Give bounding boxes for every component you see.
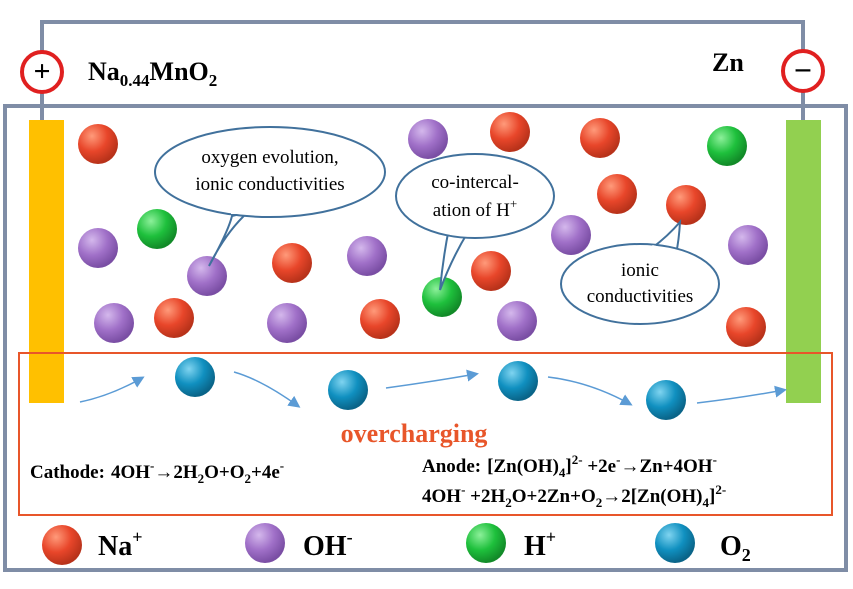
svg-text:H+: H+ <box>524 527 556 562</box>
external-wire <box>40 20 805 52</box>
cathode-material-label: Na0.44MnO2 <box>88 57 217 90</box>
ion-h <box>707 126 747 166</box>
flow-arrow <box>696 385 787 404</box>
flow-arrow <box>385 369 479 389</box>
legend-item-oh: OH- <box>245 523 353 563</box>
ion-o2 <box>646 380 686 420</box>
ion-na <box>580 118 620 158</box>
ion-na <box>154 298 194 338</box>
anode-reaction: Anode: [Zn(OH)4]2- +2e-→Zn+4OH- <box>422 452 717 480</box>
flow-arrow <box>233 371 301 408</box>
ion-oh <box>497 301 537 341</box>
cathode-reaction: Cathode: 4OH-→2H2O+O2+4e- <box>30 458 284 486</box>
positive-terminal: + <box>20 50 64 94</box>
anode-material-label: Zn <box>712 48 744 77</box>
ion-na <box>272 243 312 283</box>
ion-oh <box>347 236 387 276</box>
ion-na <box>78 124 118 164</box>
ion-na <box>597 174 637 214</box>
legend: Na+ OH- H+ O2 <box>42 523 751 565</box>
ion-oh <box>94 303 134 343</box>
overall-reaction: 4OH- +2H2O+2Zn+O2→2[Zn(OH)4]2- <box>422 482 726 510</box>
callout-co-intercalation: co-intercal- ation of H+ <box>395 153 555 291</box>
ion-na <box>490 112 530 152</box>
legend-item-o2: O2 <box>655 523 751 565</box>
ion-o2 <box>328 370 368 410</box>
svg-text:Na+: Na+ <box>98 527 143 562</box>
ion-na <box>726 307 766 347</box>
legend-item-h: H+ <box>466 523 556 563</box>
overcharging-box <box>18 352 833 516</box>
negative-sign: − <box>794 52 812 88</box>
ion-oh <box>78 228 118 268</box>
oxygen-flow-arrows <box>79 369 787 408</box>
ion-h <box>422 277 462 317</box>
ion-na <box>360 299 400 339</box>
anode-electrode <box>786 120 821 403</box>
ion-oh <box>408 119 448 159</box>
negative-terminal: − <box>781 49 825 93</box>
flow-arrow <box>79 376 145 403</box>
svg-text:co-intercal-: co-intercal- <box>431 172 519 193</box>
svg-text:OH-: OH- <box>303 527 353 562</box>
flow-arrow <box>547 376 633 406</box>
svg-text:ation of H+: ation of H+ <box>433 196 517 221</box>
callout-oxygen-evolution: oxygen evolution, ionic conductivities <box>154 126 386 267</box>
oxygen-molecules <box>175 357 686 420</box>
ion-oh <box>551 215 591 255</box>
cell-container <box>3 104 848 572</box>
overcharging-title: overcharging <box>341 419 488 448</box>
ion-oh <box>187 256 227 296</box>
positive-sign: + <box>33 55 50 88</box>
ion-na <box>471 251 511 291</box>
ion-o2 <box>175 357 215 397</box>
electrolyte-ions <box>78 112 768 347</box>
svg-text:O2: O2 <box>720 531 751 565</box>
ion-oh <box>267 303 307 343</box>
svg-text:ionic: ionic <box>621 260 659 281</box>
legend-item-na: Na+ <box>42 525 143 565</box>
svg-text:conductivities: conductivities <box>587 286 694 307</box>
callout-ionic-conductivities: ionic conductivities <box>560 219 720 325</box>
ion-h <box>137 209 177 249</box>
svg-text:oxygen evolution,: oxygen evolution, <box>201 147 338 168</box>
ion-o2 <box>498 361 538 401</box>
ion-na <box>666 185 706 225</box>
cathode-electrode <box>29 120 64 403</box>
ion-oh <box>728 225 768 265</box>
svg-text:ionic conductivities: ionic conductivities <box>195 174 344 195</box>
